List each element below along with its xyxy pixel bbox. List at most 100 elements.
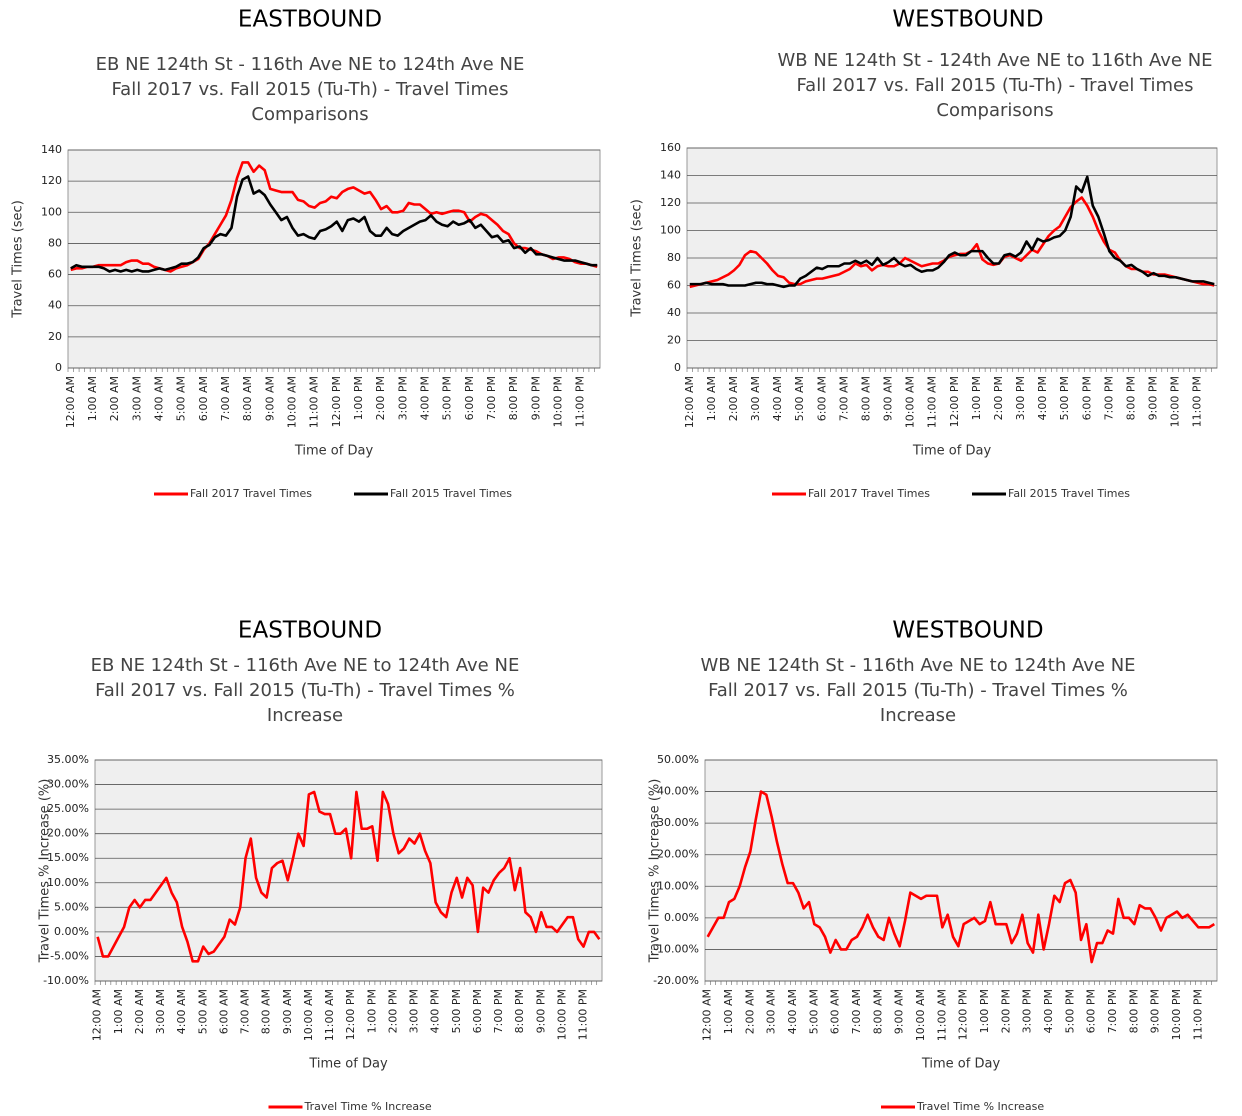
x-tick-label: 2:00 PM (992, 376, 1005, 420)
x-tick-label: 11:00 PM (577, 989, 590, 1040)
y-tick-label: 80 (48, 236, 62, 249)
x-tick-label: 6:00 AM (829, 989, 842, 1034)
y-tick-label: -10.00% (43, 974, 89, 987)
x-tick-label: 8:00 PM (1124, 376, 1137, 420)
legend-label: Travel Time % Increase (304, 1100, 432, 1113)
x-tick-label: 2:00 AM (133, 989, 146, 1034)
chart-subtitle: Fall 2017 vs. Fall 2015 (Tu-Th) - Travel… (95, 680, 515, 701)
x-tick-label: 8:00 AM (871, 989, 884, 1034)
y-tick-label: 5.00% (54, 900, 89, 913)
x-tick-label: 4:00 AM (771, 376, 784, 421)
x-tick-label: 11:00 PM (574, 376, 587, 427)
x-tick-label: 8:00 PM (507, 376, 520, 420)
x-tick-label: 4:00 PM (418, 376, 431, 420)
x-tick-label: 9:00 PM (529, 376, 542, 420)
y-tick-label: 120 (660, 196, 681, 209)
x-tick-label: 11:00 AM (935, 989, 948, 1041)
chart-subtitle: Fall 2017 vs. Fall 2015 (Tu-Th) - Travel… (111, 79, 508, 100)
x-tick-label: 1:00 PM (352, 376, 365, 420)
x-tick-label: 11:00 AM (323, 989, 336, 1041)
x-tick-label: 9:00 AM (263, 376, 276, 421)
y-tick-label: 100 (41, 205, 62, 218)
y-tick-label: -20.00% (653, 974, 699, 987)
x-tick-label: 3:00 PM (1021, 989, 1034, 1033)
y-tick-label: -10.00% (653, 942, 699, 955)
x-tick-label: 8:00 PM (513, 989, 526, 1033)
x-tick-label: 7:00 AM (850, 989, 863, 1034)
x-tick-label: 11:00 PM (1191, 989, 1204, 1040)
x-tick-label: 3:00 AM (765, 989, 778, 1034)
legend-label: Fall 2017 Travel Times (190, 487, 312, 500)
x-tick-label: 2:00 PM (386, 989, 399, 1033)
x-tick-label: 10:00 PM (1169, 376, 1182, 427)
x-tick-label: 10:00 AM (285, 376, 298, 428)
chart-subtitle: Fall 2017 vs. Fall 2015 (Tu-Th) - Travel… (708, 680, 1128, 701)
data-line (689, 175, 1215, 289)
x-tick-label: 3:00 AM (130, 376, 143, 421)
chart-subtitle: EB NE 124th St - 116th Ave NE to 124th A… (96, 54, 525, 75)
x-tick-label: 5:00 PM (441, 376, 454, 420)
x-tick-label: 7:00 AM (837, 376, 850, 421)
y-tick-label: 20 (48, 330, 62, 343)
x-tick-label: 10:00 PM (551, 376, 564, 427)
x-tick-label: 2:00 PM (999, 989, 1012, 1033)
x-tick-label: 6:00 PM (1080, 376, 1093, 420)
y-axis-label: Travel Times % Increase (%) (38, 779, 53, 964)
x-tick-label: 7:00 PM (485, 376, 498, 420)
x-tick-label: 2:00 PM (374, 376, 387, 420)
x-tick-label: 9:00 AM (882, 376, 895, 421)
y-tick-label: 25.00% (47, 802, 89, 815)
chart-subtitle: Comparisons (936, 100, 1053, 121)
x-tick-label: 5:00 PM (1063, 989, 1076, 1033)
x-tick-label: 1:00 AM (705, 376, 718, 421)
x-tick-label: 5:00 AM (807, 989, 820, 1034)
data-line (70, 175, 598, 273)
x-tick-label: 1:00 AM (112, 989, 125, 1034)
x-tick-label: 9:00 AM (893, 989, 906, 1034)
plot-area (704, 759, 1218, 982)
y-tick-label: 120 (41, 174, 62, 187)
x-tick-label: 2:00 AM (743, 989, 756, 1034)
y-tick-label: 35.00% (47, 753, 89, 766)
x-tick-label: 4:00 AM (786, 989, 799, 1034)
x-tick-label: 7:00 PM (1106, 989, 1119, 1033)
legend-label: Fall 2015 Travel Times (1008, 487, 1130, 500)
x-tick-label: 11:00 AM (926, 376, 939, 428)
x-tick-label: 9:00 PM (1149, 989, 1162, 1033)
x-tick-label: 8:00 AM (260, 989, 273, 1034)
y-tick-label: 140 (41, 143, 62, 156)
x-tick-label: 12:00 AM (701, 989, 714, 1041)
y-tick-label: 60 (667, 279, 681, 292)
y-tick-label: 20.00% (657, 848, 699, 861)
x-tick-label: 9:00 PM (1147, 376, 1160, 420)
chart-title: WESTBOUND (892, 7, 1043, 33)
y-tick-label: 0 (674, 361, 681, 374)
y-axis-label: Travel Times (sec) (11, 200, 26, 319)
x-tick-label: 5:00 AM (793, 376, 806, 421)
chart-title: EASTBOUND (238, 7, 382, 33)
x-tick-label: 7:00 AM (219, 376, 232, 421)
x-axis-label: Time of Day (912, 444, 992, 459)
x-tick-label: 10:00 AM (914, 989, 927, 1041)
chart-subtitle: EB NE 124th St - 116th Ave NE to 124th A… (91, 655, 520, 676)
x-tick-label: 6:00 PM (1085, 989, 1098, 1033)
y-tick-label: 0 (55, 361, 62, 374)
y-tick-label: 15.00% (47, 851, 89, 864)
x-tick-label: 4:00 PM (1042, 989, 1055, 1033)
chart-subtitle: Fall 2017 vs. Fall 2015 (Tu-Th) - Travel… (796, 75, 1193, 96)
x-tick-label: 6:00 AM (217, 989, 230, 1034)
x-tick-label: 10:00 PM (1170, 989, 1183, 1040)
x-tick-label: 8:00 PM (1127, 989, 1140, 1033)
chart-title: EASTBOUND (238, 618, 382, 644)
x-tick-label: 12:00 PM (344, 989, 357, 1040)
y-axis-label: Travel Times (sec) (630, 199, 645, 318)
legend-label: Travel Time % Increase (916, 1100, 1044, 1113)
x-tick-label: 6:00 AM (815, 376, 828, 421)
x-tick-label: 5:00 AM (196, 989, 209, 1034)
x-tick-label: 3:00 PM (408, 989, 421, 1033)
plot-area (94, 759, 603, 982)
chart-title: WESTBOUND (892, 618, 1043, 644)
x-tick-label: 10:00 AM (302, 989, 315, 1041)
x-tick-label: 7:00 PM (492, 989, 505, 1033)
